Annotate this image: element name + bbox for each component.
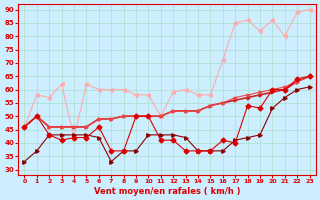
X-axis label: Vent moyen/en rafales ( km/h ): Vent moyen/en rafales ( km/h ) bbox=[94, 187, 240, 196]
